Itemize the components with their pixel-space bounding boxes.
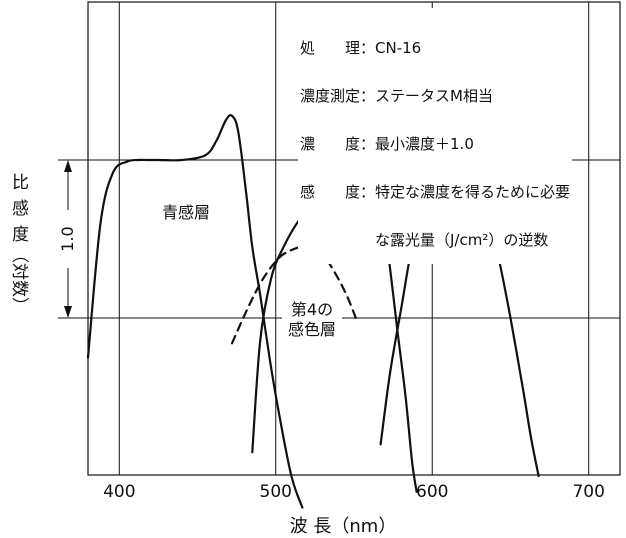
- series-line: [86, 114, 304, 509]
- plot-frame: [87, 1, 621, 476]
- y-label-paren: （対数）: [9, 246, 29, 314]
- series-label: 第4の感色層: [288, 300, 336, 339]
- scale-arrow-down: [64, 306, 72, 318]
- annotation-block: 処 理：CN-16 濃度測定：ステータスM相当 濃 度：最小濃度＋1.0 感 度…: [298, 8, 573, 264]
- scale-arrow-up: [64, 160, 72, 172]
- x-axis-label: 波 長（nm）: [289, 516, 397, 537]
- x-tick-label: 600: [416, 482, 448, 502]
- annotation-line: 濃度測定：ステータスM相当: [300, 87, 493, 105]
- x-tick-label: 500: [260, 482, 292, 502]
- x-tick-label: 400: [103, 482, 135, 502]
- annotation-line: な露光量（J/cm²）の逆数: [300, 231, 549, 249]
- series-label-bg: [282, 299, 342, 343]
- series-label: 青感層: [162, 203, 210, 222]
- y-label-char: 比: [12, 173, 29, 193]
- scale-bar: 1.0: [58, 160, 77, 318]
- y-label-char: 感: [12, 199, 29, 219]
- annotation-line: 感 度：特定な濃度を得るために必要: [300, 183, 571, 201]
- x-tick-label: 700: [572, 482, 604, 502]
- scale-label: 1.0: [58, 226, 77, 251]
- series-line: [230, 245, 359, 345]
- annotation-line: 処 理：CN-16: [300, 39, 422, 57]
- annotation-line: 濃 度：最小濃度＋1.0: [300, 135, 474, 153]
- y-label-char: 度: [12, 225, 29, 245]
- x-tick-labels: 400 500 600 700: [103, 482, 605, 502]
